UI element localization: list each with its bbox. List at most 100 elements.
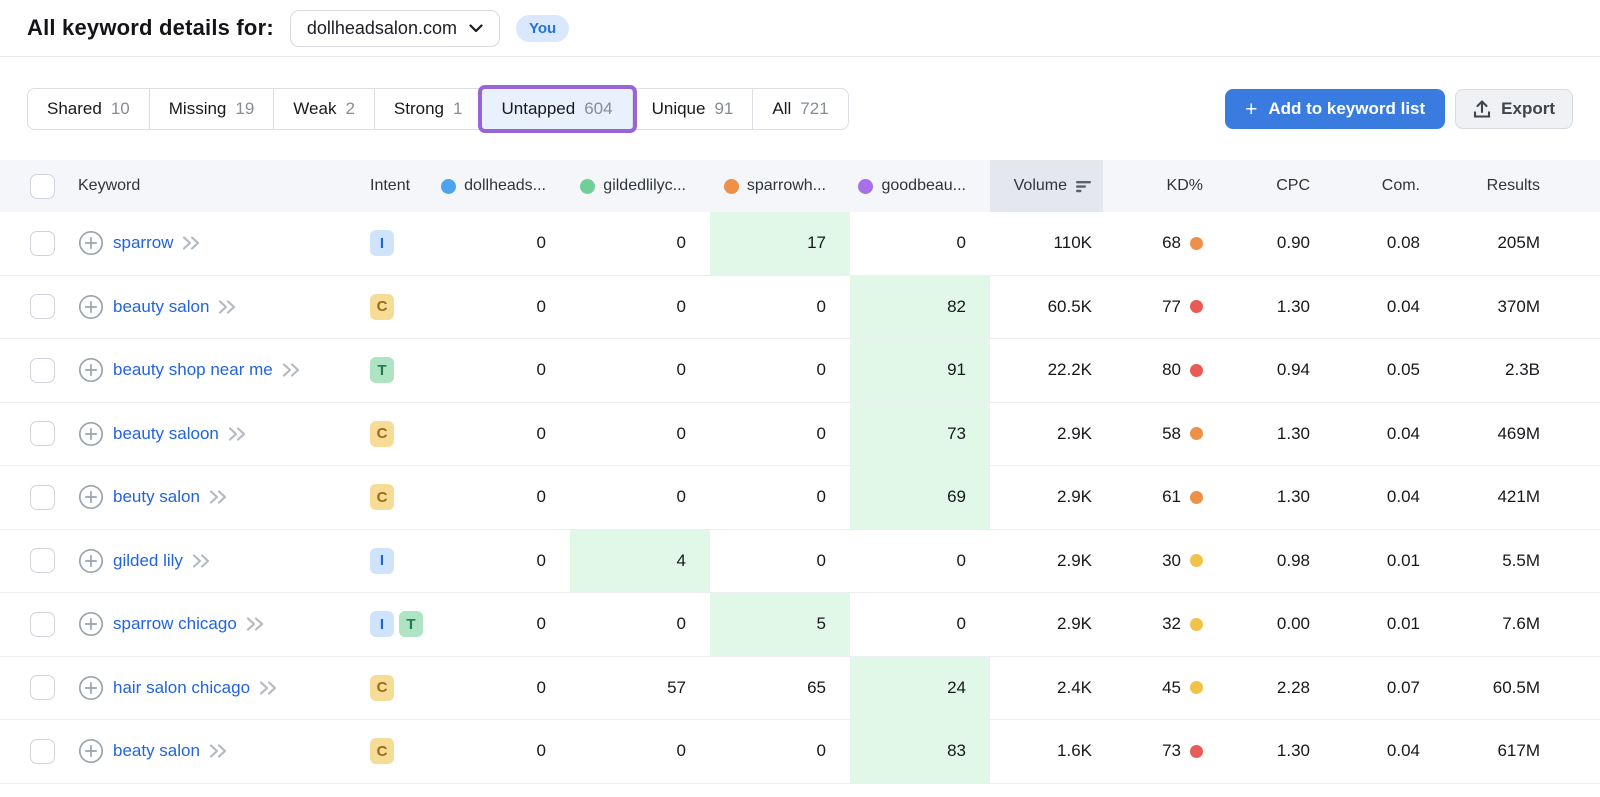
add-keyword-plus-circle-icon[interactable] xyxy=(78,230,104,256)
volume-value: 2.9K xyxy=(1057,550,1092,570)
cpc-value: 1.30 xyxy=(1276,423,1310,443)
volume-value: 2.9K xyxy=(1057,614,1092,634)
competitor-3-position: 17 xyxy=(710,212,850,275)
competitor-1-position: 0 xyxy=(536,423,546,443)
tab-count: 2 xyxy=(345,99,355,118)
tab-shared[interactable]: Shared 10 xyxy=(28,89,150,129)
keyword-link[interactable]: beauty shop near me xyxy=(113,360,273,380)
column-header-competitor-4: goodbeau... xyxy=(850,160,990,212)
kd-value: 68 xyxy=(1162,233,1181,253)
double-chevron-right-icon[interactable] xyxy=(209,489,228,505)
select-all-checkbox[interactable] xyxy=(30,173,55,199)
intent-badge-c: C xyxy=(370,293,394,320)
competitor-1-position: 0 xyxy=(536,296,546,316)
add-keyword-plus-circle-icon[interactable] xyxy=(78,484,104,510)
double-chevron-right-icon[interactable] xyxy=(228,426,247,442)
competitor-2-position: 0 xyxy=(676,296,686,316)
intent-badges: C xyxy=(360,403,440,466)
keyword-link[interactable]: beaty salon xyxy=(113,741,200,761)
row-checkbox[interactable] xyxy=(30,675,55,701)
results-value: 469M xyxy=(1497,423,1540,443)
competitor-3-position: 0 xyxy=(816,296,826,316)
add-keyword-plus-circle-icon[interactable] xyxy=(78,548,104,574)
row-checkbox[interactable] xyxy=(30,294,55,320)
intent-badges: C xyxy=(360,720,440,783)
chevron-down-icon xyxy=(469,23,483,33)
add-keyword-plus-circle-icon[interactable] xyxy=(78,357,104,383)
keyword-link[interactable]: hair salon chicago xyxy=(113,677,251,697)
keyword-link[interactable]: gilded lily xyxy=(113,550,183,570)
keyword-link[interactable]: sparrow chicago xyxy=(113,614,237,634)
keyword-link[interactable]: beauty salon xyxy=(113,296,210,316)
tab-untapped[interactable]: Untapped 604 xyxy=(478,85,637,133)
column-header-competitor-2: gildedlilyc... xyxy=(570,160,710,212)
kd-difficulty-dot xyxy=(1190,554,1203,568)
add-keyword-plus-circle-icon[interactable] xyxy=(78,611,104,637)
tab-count: 604 xyxy=(584,99,613,118)
export-button[interactable]: Export xyxy=(1455,89,1573,129)
competitor-dot xyxy=(858,178,874,194)
competitor-2-position: 0 xyxy=(676,741,686,761)
competitor-3-position: 0 xyxy=(816,423,826,443)
double-chevron-right-icon[interactable] xyxy=(182,235,201,251)
double-chevron-right-icon[interactable] xyxy=(192,553,211,569)
tab-strong[interactable]: Strong 1 xyxy=(374,89,483,129)
keyword-link[interactable]: sparrow xyxy=(113,233,174,253)
kd-cell: 68 xyxy=(1103,212,1215,275)
competitor-4-position: 73 xyxy=(850,402,990,465)
domain-select[interactable]: dollheadsalon.com xyxy=(289,9,500,47)
table-row: beauty saloon C 0 0 0 73 2.9K 58 1.30 0.… xyxy=(0,402,1600,466)
tab-label: Missing xyxy=(168,99,227,118)
kd-difficulty-dot xyxy=(1190,744,1203,758)
add-keyword-plus-circle-icon[interactable] xyxy=(78,294,104,320)
competitor-2-position: 0 xyxy=(676,233,686,253)
double-chevron-right-icon[interactable] xyxy=(218,299,237,315)
keyword-table: Keyword Intent dollheads... gildedlilyc.… xyxy=(0,160,1600,784)
row-checkbox[interactable] xyxy=(30,548,55,574)
competitor-3-position: 0 xyxy=(816,550,826,570)
results-value: 2.3B xyxy=(1505,360,1540,380)
results-value: 370M xyxy=(1497,296,1540,316)
row-checkbox[interactable] xyxy=(30,484,55,510)
double-chevron-right-icon[interactable] xyxy=(246,616,265,632)
tab-count: 91 xyxy=(714,99,734,118)
competitor-2-position: 0 xyxy=(676,487,686,507)
tab-missing[interactable]: Missing 19 xyxy=(149,89,275,129)
row-checkbox[interactable] xyxy=(30,421,55,447)
intent-badge-c: C xyxy=(370,738,394,765)
column-header-volume-sorted[interactable]: Volume xyxy=(990,160,1103,212)
tab-unique[interactable]: Unique 91 xyxy=(632,89,754,129)
competitor-dot xyxy=(723,178,739,194)
keyword-link[interactable]: beuty salon xyxy=(113,487,200,507)
column-header-keyword: Keyword xyxy=(78,177,141,194)
add-keyword-plus-circle-icon[interactable] xyxy=(78,421,104,447)
tab-all[interactable]: All 721 xyxy=(753,89,848,129)
table-row: beaty salon C 0 0 0 83 1.6K 73 1.30 0.04… xyxy=(0,720,1600,784)
competitor-4-position: 83 xyxy=(850,720,990,783)
double-chevron-right-icon[interactable] xyxy=(282,362,301,378)
com-value: 0.08 xyxy=(1386,233,1420,253)
competitor-3-position: 0 xyxy=(816,360,826,380)
tab-weak[interactable]: Weak 2 xyxy=(274,89,375,129)
row-checkbox[interactable] xyxy=(30,611,55,637)
keyword-link[interactable]: beauty saloon xyxy=(113,423,219,443)
intent-badges: C xyxy=(360,657,440,720)
volume-value: 22.2K xyxy=(1047,360,1092,380)
table-row: gilded lily I 0 4 0 0 2.9K 30 0.98 0.01 … xyxy=(0,529,1600,593)
tab-label: All xyxy=(772,99,792,118)
double-chevron-right-icon[interactable] xyxy=(259,680,278,696)
kd-cell: 32 xyxy=(1103,593,1215,656)
add-keyword-plus-circle-icon[interactable] xyxy=(78,738,104,764)
row-checkbox[interactable] xyxy=(30,357,55,383)
row-checkbox[interactable] xyxy=(30,230,55,256)
kd-cell: 61 xyxy=(1103,466,1215,529)
add-to-keyword-list-button[interactable]: + Add to keyword list xyxy=(1225,89,1446,129)
competitor-1-position: 0 xyxy=(536,677,546,697)
tab-label: Strong xyxy=(393,99,445,118)
double-chevron-right-icon[interactable] xyxy=(209,743,228,759)
row-checkbox[interactable] xyxy=(30,738,55,764)
com-value: 0.04 xyxy=(1386,296,1420,316)
add-keyword-plus-circle-icon[interactable] xyxy=(78,675,104,701)
competitor-1-position: 0 xyxy=(536,550,546,570)
cpc-value: 1.30 xyxy=(1276,487,1310,507)
